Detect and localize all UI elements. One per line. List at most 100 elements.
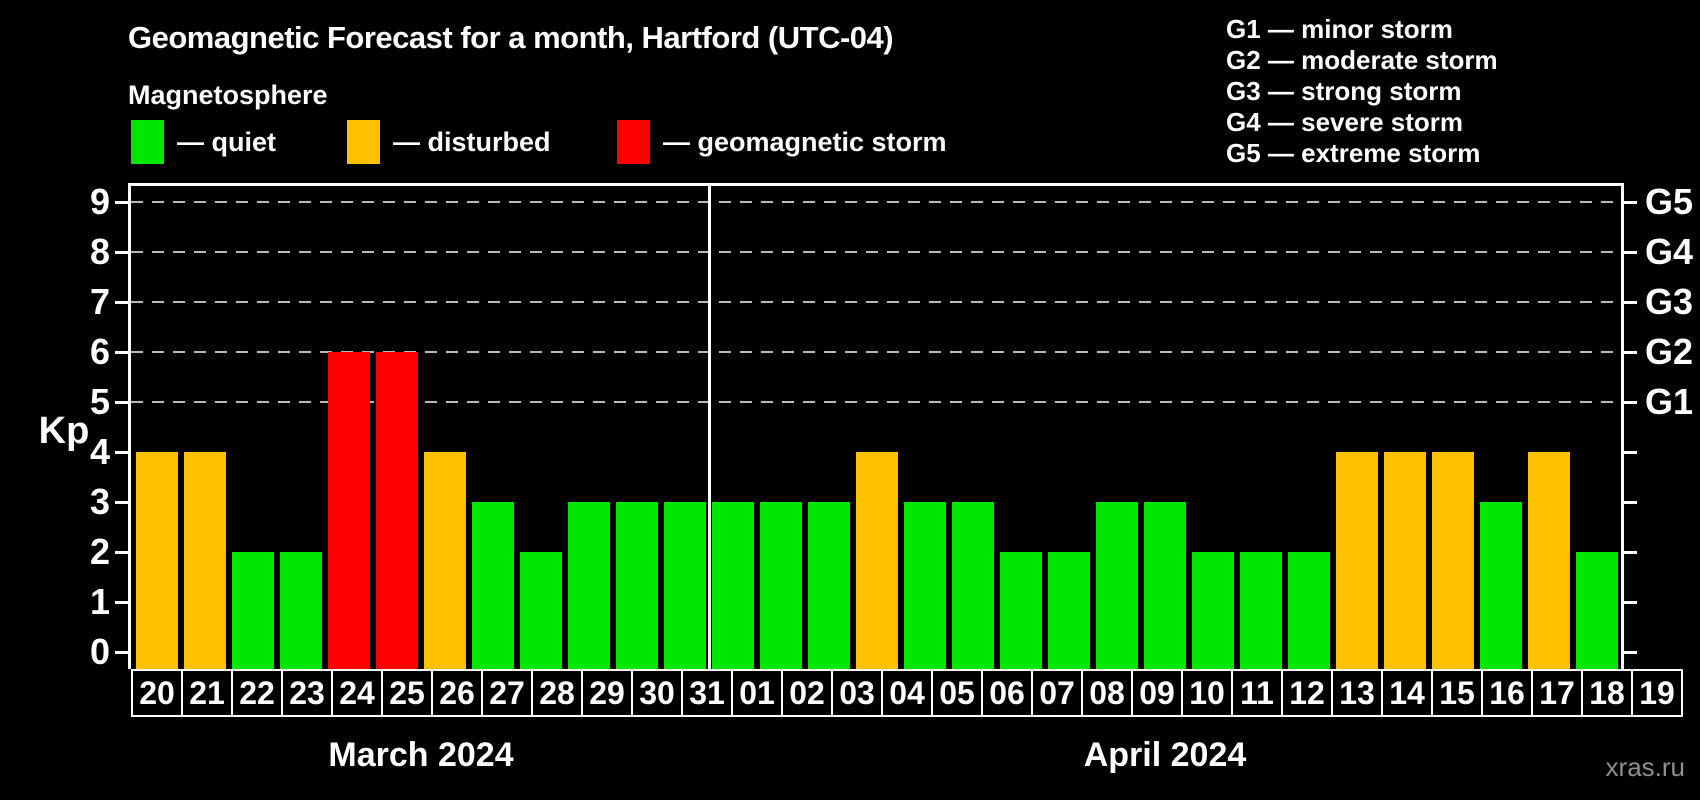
kp-bar-day-09: [1096, 502, 1138, 669]
y-tick-label-2: 2: [89, 531, 110, 572]
kp-bar-day-03: [808, 502, 850, 669]
day-label-15: 15: [1431, 669, 1483, 717]
day-label-10: 10: [1181, 669, 1233, 717]
right-axis-tick-4: [1624, 451, 1637, 454]
kp-bar-day-26: [424, 452, 466, 669]
g3-legend-line: G3 — strong storm: [1226, 76, 1462, 106]
y-axis-tick-9: [115, 201, 128, 204]
kp-bar-day-02: [760, 502, 802, 669]
kp-bar-day-15: [1384, 452, 1426, 669]
day-label-16: 16: [1481, 669, 1533, 717]
right-axis-tick-9: [1624, 201, 1637, 204]
kp-bar-day-18: [1528, 452, 1570, 669]
gridline-kp6: [131, 351, 1621, 353]
y-axis-tick-8: [115, 251, 128, 254]
quiet-legend-label: — quiet: [177, 127, 276, 157]
gridline-kp8: [131, 251, 1621, 253]
y-tick-label-6: 6: [89, 331, 110, 372]
right-axis-tick-6: [1624, 351, 1637, 354]
y-tick-label-9: 9: [89, 181, 110, 222]
disturbed-legend-label: — disturbed: [393, 127, 551, 157]
kp-bar-day-06: [952, 502, 994, 669]
kp-bar-day-14: [1336, 452, 1378, 669]
y-tick-label-0: 0: [89, 631, 110, 672]
y-axis-label: Kp: [38, 410, 90, 452]
y-axis-tick-3: [115, 501, 128, 504]
disturbed-legend-swatch: [347, 120, 380, 164]
kp-bar-day-07: [1000, 552, 1042, 669]
g-scale-legend: G1 — minor storm G2 — moderate storm G3 …: [1226, 14, 1498, 169]
y-tick-label-5: 5: [89, 381, 110, 422]
storm-legend-label: — geomagnetic storm: [663, 127, 947, 157]
day-label-06: 06: [981, 669, 1033, 717]
y-axis-tick-5: [115, 401, 128, 404]
g2-legend-line: G2 — moderate storm: [1226, 45, 1498, 75]
day-label-07: 07: [1031, 669, 1083, 717]
day-label-03: 03: [831, 669, 883, 717]
plot-frame-top: [128, 183, 1624, 186]
kp-bar-day-31: [664, 502, 706, 669]
kp-bar-day-17: [1480, 502, 1522, 669]
day-label-27: 27: [481, 669, 533, 717]
right-axis-tick-2: [1624, 551, 1637, 554]
gridline-kp7: [131, 301, 1621, 303]
g-axis-label-g5: G5: [1645, 181, 1694, 222]
kp-bar-day-13: [1288, 552, 1330, 669]
kp-bar-day-05: [904, 502, 946, 669]
day-label-01: 01: [731, 669, 783, 717]
kp-bar-day-10: [1144, 502, 1186, 669]
month-label-0: March 2024: [328, 736, 514, 774]
y-axis-tick-2: [115, 551, 128, 554]
kp-bar-day-04: [856, 452, 898, 669]
quiet-legend-swatch: [131, 120, 164, 164]
y-tick-label-8: 8: [89, 231, 110, 272]
day-label-20: 20: [131, 669, 183, 717]
chart-subtitle: Magnetosphere: [128, 80, 328, 110]
kp-bar-day-23: [280, 552, 322, 669]
kp-bar-day-11: [1192, 552, 1234, 669]
day-label-21: 21: [181, 669, 233, 717]
y-axis-tick-4: [115, 451, 128, 454]
right-axis-tick-3: [1624, 501, 1637, 504]
chart-title: Geomagnetic Forecast for a month, Hartfo…: [128, 20, 894, 55]
y-tick-label-3: 3: [89, 481, 110, 522]
day-label-25: 25: [381, 669, 433, 717]
y-tick-label-4: 4: [89, 431, 110, 472]
y-tick-label-7: 7: [89, 281, 110, 322]
day-label-26: 26: [431, 669, 483, 717]
y-axis-line: [128, 183, 131, 669]
watermark: xras.ru: [1605, 752, 1685, 782]
day-label-22: 22: [231, 669, 283, 717]
day-label-04: 04: [881, 669, 933, 717]
day-label-02: 02: [781, 669, 833, 717]
right-axis-tick-5: [1624, 401, 1637, 404]
kp-bar-day-21: [184, 452, 226, 669]
day-label-31: 31: [681, 669, 733, 717]
kp-bar-day-12: [1240, 552, 1282, 669]
right-axis-tick-8: [1624, 251, 1637, 254]
kp-bar-day-19: [1576, 552, 1618, 669]
day-label-05: 05: [931, 669, 983, 717]
kp-bar-day-16: [1432, 452, 1474, 669]
month-separator-line: [708, 186, 711, 669]
right-axis-tick-0: [1624, 651, 1637, 654]
day-label-18: 18: [1581, 669, 1633, 717]
g5-legend-line: G5 — extreme storm: [1226, 138, 1481, 168]
right-axis-tick-7: [1624, 301, 1637, 304]
g4-legend-line: G4 — severe storm: [1226, 107, 1464, 137]
y-axis-tick-0: [115, 651, 128, 654]
day-label-row: 20 21 22 23 24 25 26 27 28 29 30 31 01 02 03 04 05 06 07 08…: [131, 669, 1683, 717]
kp-bar-day-01: [712, 502, 754, 669]
kp-bar-day-29: [568, 502, 610, 669]
day-label-19: 19: [1631, 669, 1683, 717]
day-label-30: 30: [631, 669, 683, 717]
y-tick-label-1: 1: [89, 581, 110, 622]
day-label-23: 23: [281, 669, 333, 717]
kp-bar-day-22: [232, 552, 274, 669]
right-axis-line: [1621, 183, 1624, 669]
gridline-kp5: [131, 401, 1621, 403]
storm-legend-swatch: [617, 120, 650, 164]
y-axis-tick-7: [115, 301, 128, 304]
day-label-29: 29: [581, 669, 633, 717]
